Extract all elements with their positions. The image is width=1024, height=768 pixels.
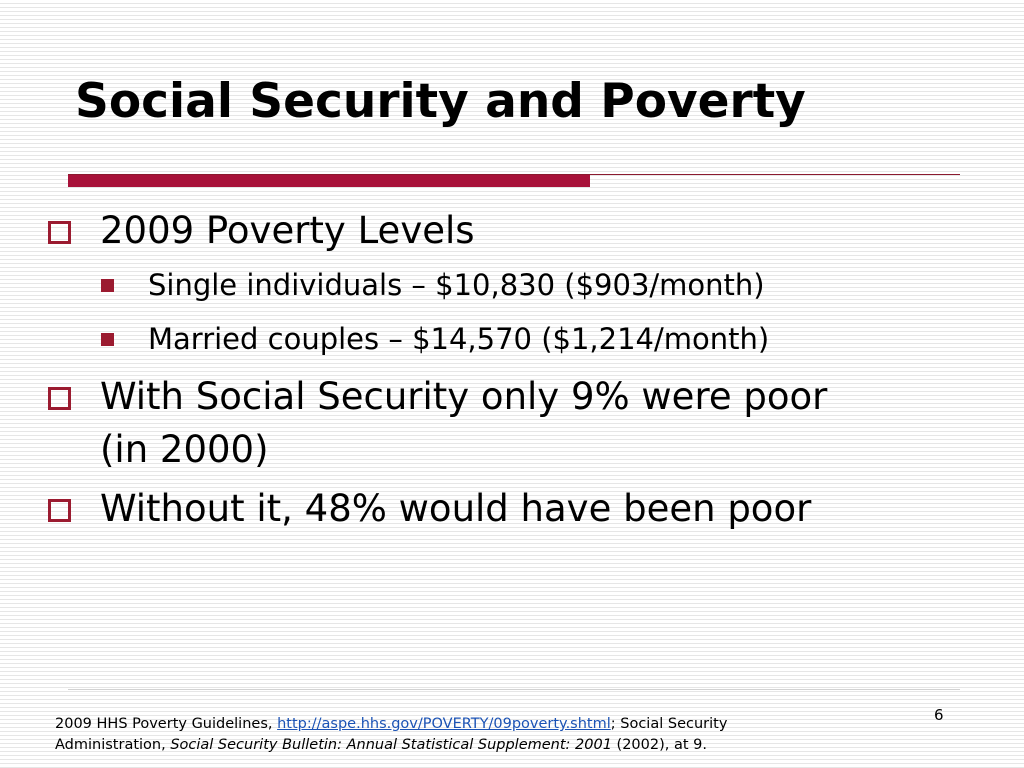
filled-square-bullet-icon (101, 333, 114, 346)
slide-title: Social Security and Poverty (75, 74, 806, 129)
filled-square-bullet-icon (101, 279, 114, 292)
sub-bullet-text: Married couples – $14,570 ($1,214/month) (148, 322, 770, 356)
title-rule-accent (68, 175, 590, 187)
bullet-text: 2009 Poverty Levels (100, 209, 475, 252)
footnote-text: ; Social Security (610, 716, 728, 732)
footnote-italic-title: Social Security Bulletin: Annual Statist… (170, 737, 612, 753)
footnote-link[interactable]: http://aspe.hhs.gov/POVERTY/09poverty.sh… (277, 716, 611, 732)
footnote-text: Administration, (55, 737, 171, 753)
hollow-square-bullet-icon (48, 221, 71, 244)
footnote-text: (2002), at 9. (611, 737, 707, 753)
footnote-text: 2009 HHS Poverty Guidelines, (55, 716, 278, 732)
footer-rule (68, 689, 960, 690)
bullet-without-it: Without it, 48% would have been poor (48, 485, 812, 533)
bullet-text-line1: With Social Security only 9% were poor (100, 375, 828, 418)
footnote: 2009 HHS Poverty Guidelines, http://aspe… (55, 714, 915, 756)
hollow-square-bullet-icon (48, 387, 71, 410)
bullet-text: Without it, 48% would have been poor (100, 487, 812, 530)
hollow-square-bullet-icon (48, 499, 71, 522)
bullet-with-social-security: With Social Security only 9% were poor (48, 373, 828, 421)
bullet-with-social-security-cont: (in 2000) (100, 426, 269, 474)
title-rule-thin (68, 174, 960, 175)
bullet-text-line2: (in 2000) (100, 428, 269, 471)
sub-bullet-married: Married couples – $14,570 ($1,214/month) (101, 320, 770, 358)
sub-bullet-text: Single individuals – $10,830 ($903/month… (148, 268, 765, 302)
page-number: 6 (934, 706, 944, 724)
bullet-poverty-levels: 2009 Poverty Levels (48, 207, 475, 255)
sub-bullet-single: Single individuals – $10,830 ($903/month… (101, 266, 765, 304)
